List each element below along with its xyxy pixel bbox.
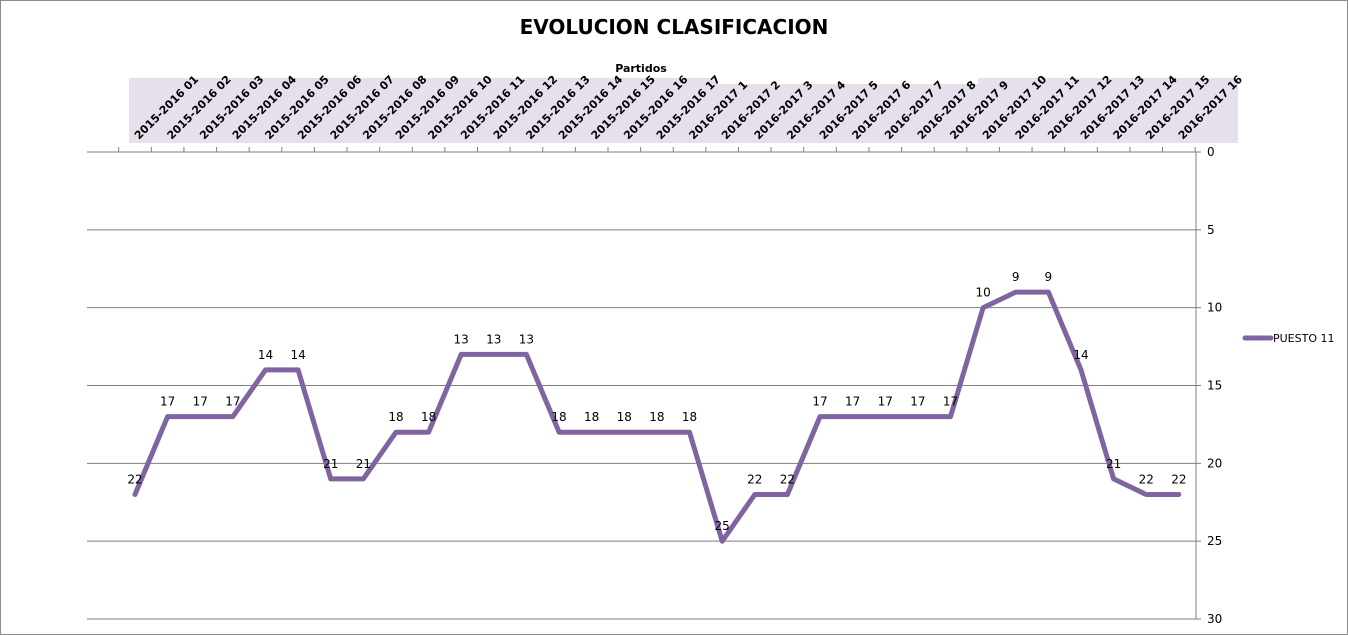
data-labels: 22 17 17 17 14 14 21 21 18 18 13 13 13 18 18 18 18 18 25 22…: [127, 270, 1186, 533]
data-label: 14: [290, 348, 305, 362]
data-label: 18: [584, 410, 599, 424]
data-label: 18: [649, 410, 664, 424]
data-label: 21: [1106, 457, 1121, 471]
data-label: 13: [454, 332, 469, 346]
data-label: 17: [160, 395, 175, 409]
chart-title: EVOLUCION CLASIFICACION: [520, 15, 829, 39]
y-tick-label: 15: [1207, 379, 1222, 393]
series-line-puesto-11: [132, 289, 1182, 544]
data-label: 17: [812, 395, 827, 409]
data-label: 17: [943, 395, 958, 409]
data-label: 17: [845, 395, 860, 409]
y-tick-label: 25: [1207, 534, 1222, 548]
band-segment-middle: [716, 84, 978, 143]
data-label: 17: [878, 395, 893, 409]
data-label: 25: [715, 519, 730, 533]
x-axis-label-band: [129, 78, 1238, 143]
data-label: 18: [617, 410, 632, 424]
data-label: 14: [1073, 348, 1088, 362]
series-lines: [132, 289, 1182, 544]
data-label: 21: [356, 457, 371, 471]
y-tick-label: 0: [1207, 145, 1215, 159]
data-label: 17: [225, 395, 240, 409]
axes: [87, 147, 1201, 620]
x-axis-title: Partidos: [615, 62, 667, 75]
data-label: 18: [551, 410, 566, 424]
legend: PUESTO 11: [1242, 332, 1335, 345]
data-label: 17: [193, 395, 208, 409]
data-label: 22: [1139, 472, 1154, 486]
data-label: 21: [323, 457, 338, 471]
legend-label: PUESTO 11: [1273, 332, 1335, 345]
gridlines: [87, 229, 1196, 620]
y-tick-label: 30: [1207, 612, 1222, 626]
data-label: 13: [486, 332, 501, 346]
data-label: 14: [258, 348, 273, 362]
data-label: 17: [910, 395, 925, 409]
data-label: 18: [388, 410, 403, 424]
y-tick-labels: 0 5 10 15 20 25 30: [1207, 145, 1222, 626]
y-tick-label: 10: [1207, 301, 1222, 315]
data-label: 22: [127, 472, 142, 486]
data-label: 9: [1012, 270, 1020, 284]
y-tick-label: 20: [1207, 456, 1222, 470]
data-label: 9: [1045, 270, 1053, 284]
band-segment-right: [978, 78, 1238, 143]
data-label: 18: [421, 410, 436, 424]
data-label: 18: [682, 410, 697, 424]
data-label: 10: [975, 286, 990, 300]
data-label: 22: [1171, 472, 1186, 486]
band-segment-left: [129, 78, 716, 143]
data-label: 22: [747, 472, 762, 486]
data-label: 22: [780, 472, 795, 486]
y-tick-label: 5: [1207, 223, 1215, 237]
data-label: 13: [519, 332, 534, 346]
